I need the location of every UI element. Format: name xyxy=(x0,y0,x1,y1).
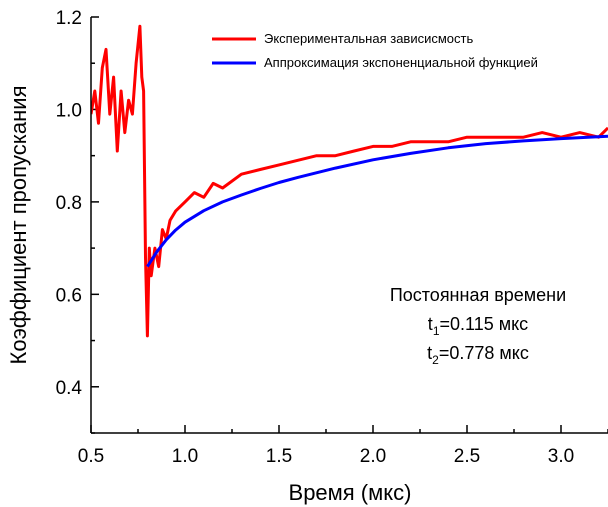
exponential-fit-line xyxy=(146,134,608,268)
annotation-t2: t2=0.778 мкс xyxy=(427,343,529,367)
x-tick-label: 1.5 xyxy=(266,446,292,467)
x-tick-label: 3.0 xyxy=(548,446,574,467)
time-constant-annotation: Постоянная времени t1=0.115 мкс t2=0.778… xyxy=(390,285,566,367)
t1-symbol: t xyxy=(428,314,433,334)
series-layer xyxy=(91,24,608,338)
t2-symbol: t xyxy=(427,343,432,363)
y-tick-labels: 0.4 0.6 0.8 1.0 1.2 xyxy=(56,8,83,399)
x-tick-labels: 0.5 1.0 1.5 2.0 2.5 3.0 xyxy=(78,446,574,467)
t2-value: =0.778 мкс xyxy=(439,343,529,363)
y-tick-label: 1.0 xyxy=(56,100,82,121)
y-tick-label: 0.8 xyxy=(56,193,82,214)
x-tick-label: 2.0 xyxy=(360,446,386,467)
x-axis-title: Время (мкс) xyxy=(289,480,412,505)
y-tick-label: 1.2 xyxy=(56,8,82,29)
y-tick-label: 0.6 xyxy=(56,285,82,306)
t1-subscript: 1 xyxy=(433,324,440,338)
y-tick-label: 0.4 xyxy=(56,378,83,399)
x-tick-label: 2.5 xyxy=(454,446,480,467)
t2-subscript: 2 xyxy=(432,353,439,367)
experimental-series-line xyxy=(91,24,608,338)
legend-label-experimental: Экспериментальная зависисмость xyxy=(264,31,473,46)
annotation-title: Постоянная времени xyxy=(390,285,566,305)
legend: Экспериментальная зависисмость Аппроксим… xyxy=(212,31,538,70)
t1-value: =0.115 мкс xyxy=(440,314,529,334)
annotation-t1: t1=0.115 мкс xyxy=(428,314,528,338)
x-tick-label: 0.5 xyxy=(78,446,104,467)
y-axis-title: Коэффициент пропускания xyxy=(6,86,31,365)
x-tick-label: 1.0 xyxy=(172,446,198,467)
legend-label-fit: Аппроксимация экспоненциальной функцией xyxy=(264,55,538,70)
